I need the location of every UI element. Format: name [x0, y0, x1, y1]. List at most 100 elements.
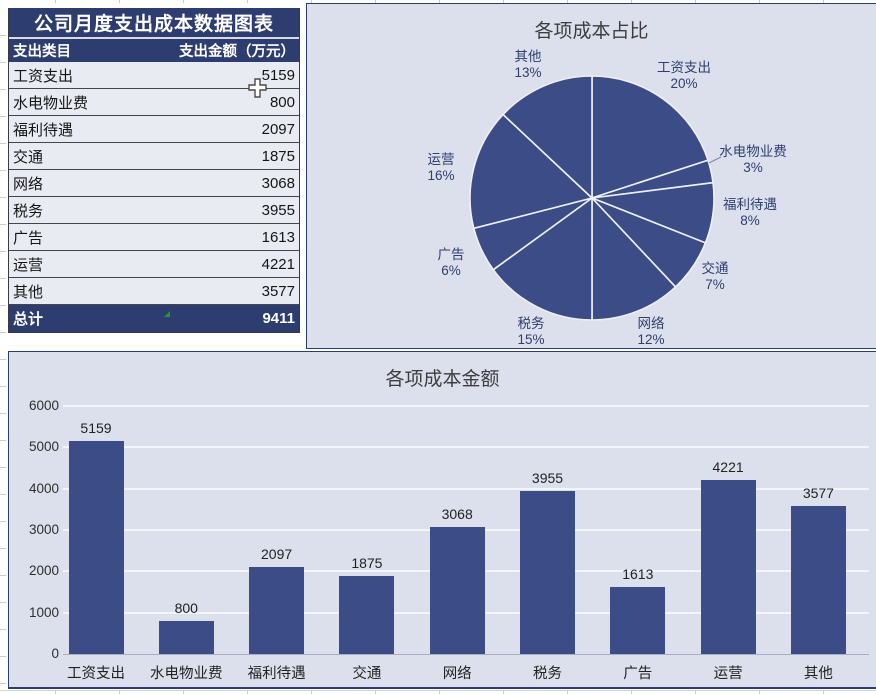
- column-gridline-stub: [55, 690, 56, 694]
- expense-value-cell: 5159: [261, 66, 295, 84]
- bar-运营[interactable]: [700, 480, 756, 654]
- bar-福利待遇[interactable]: [249, 567, 305, 654]
- expense-value-cell: 4221: [261, 255, 295, 273]
- row-gridline-stub: [0, 278, 6, 279]
- column-gridline-stub: [823, 0, 824, 3]
- expense-value-cell: 2097: [261, 120, 295, 138]
- column-gridline-stub: [695, 0, 696, 3]
- pie-chart-title: 各项成本占比: [534, 21, 649, 42]
- row-gridline-stub: [0, 575, 6, 576]
- expense-table: 公司月度支出成本数据图表 支出类目 支出金额（万元） 工资支出 5159 水电物业费…: [8, 8, 300, 333]
- y-axis-tick-label: 4000: [28, 480, 59, 496]
- gridline: [63, 405, 869, 407]
- column-gridline-stub: [119, 0, 120, 3]
- table-header-row: 支出类目 支出金额（万元）: [9, 39, 299, 62]
- row-gridline-stub: [0, 548, 6, 549]
- comment-flag-icon: [164, 311, 170, 317]
- expense-category-cell: 其他: [13, 283, 44, 301]
- bar-chart-panel[interactable]: 各项成本金额 0 1000 2000 3000 4000 5000 6000 5159 工资支出…: [8, 351, 876, 689]
- table-row[interactable]: 其他 3577: [9, 278, 299, 305]
- pie-chart-panel[interactable]: 各项成本占比 工资支出 20% 水电物业费 3% 福利待遇 8% 交通 7% 网络 12% 税务 15…: [306, 3, 876, 349]
- pie-label-福利待遇: 福利待遇 8%: [723, 197, 777, 228]
- bar-水电物业费[interactable]: [158, 621, 214, 654]
- row-gridline-stub: [0, 143, 6, 144]
- row-gridline-stub: [0, 386, 6, 387]
- row-gridline-stub: [0, 413, 6, 414]
- table-row[interactable]: 广告 1613: [9, 224, 299, 251]
- column-gridline-stub: [631, 0, 632, 3]
- x-axis-category-label: 税务: [533, 666, 562, 682]
- column-header-amount: 支出金额（万元）: [179, 44, 295, 60]
- x-axis-category-label: 水电物业费: [150, 666, 223, 682]
- total-label-cell: 总计: [13, 311, 44, 328]
- bar-data-label: 1613: [622, 566, 654, 582]
- column-gridline-stub: [439, 0, 440, 3]
- table-row[interactable]: 福利待遇 2097: [9, 116, 299, 143]
- expense-value-cell: 3577: [261, 282, 295, 300]
- pie-leader-line: [708, 156, 722, 164]
- row-gridline-stub: [0, 359, 6, 360]
- row-gridline-stub: [0, 683, 6, 684]
- row-gridline-stub: [0, 224, 6, 225]
- pie-label-税务: 税务 15%: [517, 316, 545, 347]
- pie-slice-其他[interactable]: [501, 75, 593, 200]
- pie-slice-运营[interactable]: [469, 113, 594, 230]
- bar-data-label: 2097: [261, 546, 293, 562]
- pie-label-网络: 网络 12%: [637, 316, 665, 347]
- expense-category-cell: 税务: [13, 202, 44, 220]
- column-gridline-stub: [55, 0, 56, 3]
- x-axis-line: [63, 654, 869, 655]
- x-axis-category-label: 福利待遇: [247, 666, 306, 682]
- bar-交通[interactable]: [339, 576, 395, 654]
- pie-label-工资支出: 工资支出 20%: [657, 60, 711, 91]
- y-axis-tick-label: 5000: [28, 439, 59, 455]
- bar-广告[interactable]: [610, 587, 666, 654]
- pie-slice-网络[interactable]: [591, 195, 677, 321]
- expense-value-cell: 800: [269, 93, 295, 111]
- bar-工资支出[interactable]: [68, 441, 124, 654]
- column-gridline-stub: [695, 690, 696, 694]
- pie-chart[interactable]: [307, 4, 875, 347]
- expense-category-cell: 运营: [13, 256, 44, 274]
- y-axis-tick-label: 0: [51, 646, 59, 661]
- column-gridline-stub: [567, 690, 568, 694]
- row-gridline-stub: [0, 440, 6, 441]
- y-axis-tick-label: 6000: [28, 398, 59, 413]
- row-gridline-stub: [0, 629, 6, 630]
- column-gridline-stub: [759, 0, 760, 3]
- row-gridline-stub: [0, 170, 6, 171]
- column-gridline-stub: [823, 690, 824, 694]
- row-gridline-stub: [0, 467, 6, 468]
- expense-category-cell: 广告: [13, 229, 44, 247]
- pie-slice-工资支出[interactable]: [591, 75, 710, 200]
- table-row[interactable]: 水电物业费 800: [9, 89, 299, 116]
- bar-data-label: 3577: [802, 485, 834, 501]
- column-gridline-stub: [375, 690, 376, 694]
- bar-data-label: 1875: [351, 555, 383, 571]
- column-gridline-stub: [247, 690, 248, 694]
- table-row[interactable]: 运营 4221: [9, 251, 299, 278]
- y-axis-tick-label: 1000: [28, 604, 59, 620]
- bar-data-label: 4221: [712, 459, 744, 475]
- bar-网络[interactable]: [429, 527, 485, 654]
- column-gridline-stub: [183, 690, 184, 694]
- bar-税务[interactable]: [520, 491, 575, 654]
- pie-slice-税务[interactable]: [492, 196, 593, 321]
- x-axis-category-label: 运营: [713, 666, 743, 682]
- table-row[interactable]: 税务 3955: [9, 197, 299, 224]
- row-gridline-stub: [0, 35, 6, 36]
- row-gridline-stub: [0, 656, 6, 657]
- column-gridline-stub: [183, 0, 184, 3]
- bottom-gridline: [0, 690, 876, 691]
- expense-category-cell: 福利待遇: [13, 121, 74, 139]
- row-gridline-stub: [0, 305, 6, 306]
- row-gridline-stub: [0, 197, 6, 198]
- x-axis-category-label: 交通: [352, 666, 382, 682]
- bar-其他[interactable]: [790, 506, 846, 654]
- table-total-row[interactable]: 总计 9411: [9, 305, 299, 332]
- table-row[interactable]: 网络 3068: [9, 170, 299, 197]
- table-row[interactable]: 交通 1875: [9, 143, 299, 170]
- column-gridline-stub: [503, 690, 504, 694]
- y-axis-tick-label: 3000: [28, 522, 59, 537]
